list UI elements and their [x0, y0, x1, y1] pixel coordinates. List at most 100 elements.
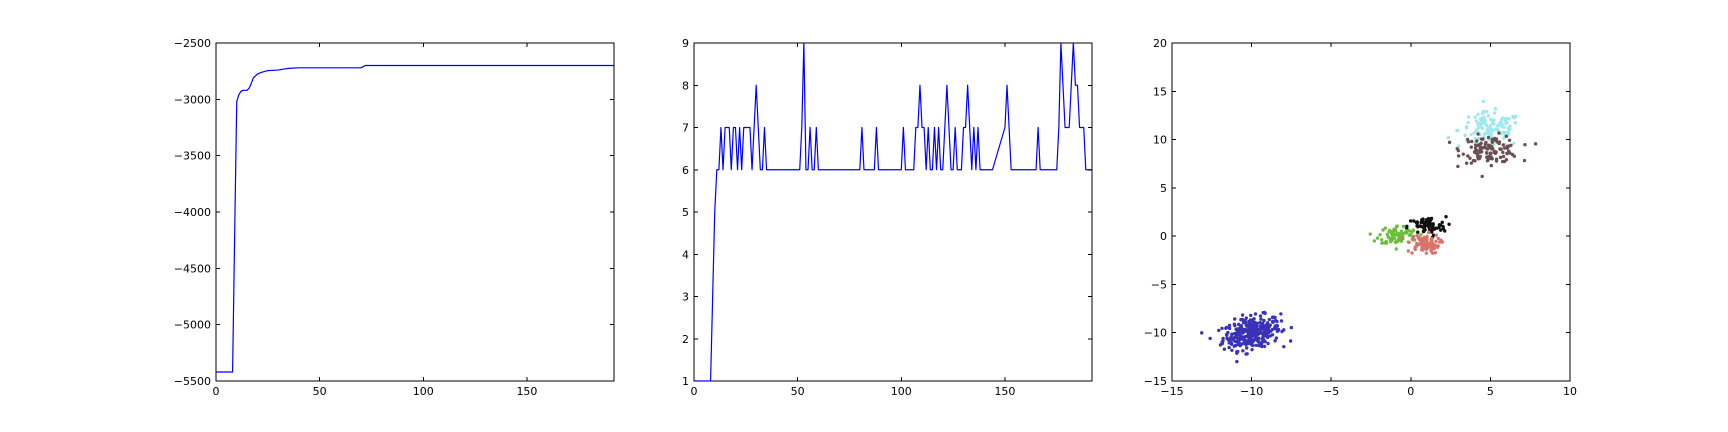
- scatter-point: [1419, 241, 1423, 245]
- scatter-point: [1253, 320, 1257, 325]
- scatter-point: [1432, 246, 1436, 251]
- scatter-point: [1475, 139, 1479, 143]
- scatter-point: [1486, 131, 1490, 135]
- scatter-point: [1439, 228, 1443, 232]
- y-tick-label: 3: [682, 291, 689, 304]
- x-tick-label: 100: [413, 385, 434, 398]
- scatter-point: [1419, 220, 1423, 225]
- scatter-point: [1263, 311, 1267, 315]
- scatter-point: [1476, 125, 1481, 130]
- scatter-point: [1489, 134, 1494, 139]
- scatter-point: [1217, 328, 1221, 333]
- x-tick-label: 0: [691, 385, 698, 398]
- scatter-point: [1270, 319, 1275, 324]
- scatter-point: [1447, 222, 1451, 227]
- plot-frame: [215, 42, 615, 382]
- scatter-point: [1412, 238, 1417, 242]
- scatter-point: [1466, 115, 1471, 119]
- scatter-point: [1486, 114, 1491, 118]
- x-tick-label: 5: [1487, 385, 1494, 398]
- scatter-point: [1456, 154, 1461, 158]
- scatter-point: [1492, 111, 1497, 115]
- scatter-point: [1507, 138, 1512, 142]
- scatter-point: [1441, 224, 1445, 229]
- scatter-point: [1481, 137, 1485, 141]
- y-tick-label: 5: [682, 206, 689, 219]
- scatter-point: [1499, 147, 1503, 151]
- scatter-point: [1220, 341, 1225, 346]
- scatter-point: [1222, 347, 1227, 351]
- scatter-point: [1493, 127, 1498, 131]
- scatter-point: [1487, 154, 1491, 159]
- scatter-point: [1250, 334, 1255, 338]
- scatter-point: [1249, 313, 1253, 318]
- scatter-point: [1523, 143, 1527, 147]
- scatter-point: [1503, 117, 1508, 121]
- scatter-point: [1252, 317, 1256, 321]
- y-tick-label: −5500: [174, 375, 211, 388]
- scatter-point: [1282, 344, 1286, 349]
- scatter-point: [1476, 121, 1481, 125]
- scatter-point: [1251, 340, 1255, 344]
- scatter-point: [1267, 317, 1272, 322]
- scatter-point: [1244, 316, 1249, 320]
- scatter-point: [1469, 132, 1474, 137]
- scatter-point: [1243, 339, 1247, 344]
- scatter-point: [1263, 339, 1267, 344]
- scatter-point: [1419, 233, 1423, 237]
- scatter-point: [1251, 329, 1256, 334]
- scatter-point: [1423, 238, 1428, 242]
- scatter-point: [1239, 324, 1244, 328]
- scatter-point: [1412, 219, 1416, 223]
- scatter-point: [1495, 124, 1500, 128]
- scatter-point: [1481, 99, 1486, 104]
- scatter-point: [1505, 144, 1510, 149]
- scatter-point: [1483, 118, 1487, 123]
- scatter-point: [1488, 124, 1492, 128]
- scatter-point: [1391, 233, 1395, 237]
- scatter-point: [1256, 329, 1260, 334]
- scatter-point: [1227, 323, 1232, 328]
- scatter-point: [1240, 317, 1245, 322]
- scatter-point: [1489, 132, 1493, 136]
- series-line: [216, 64, 614, 373]
- scatter-point: [1421, 248, 1425, 252]
- scatter-point: [1463, 133, 1467, 137]
- scatter-point: [1424, 251, 1429, 255]
- scatter-point: [1221, 336, 1225, 341]
- scatter-point: [1243, 318, 1247, 323]
- scatter-point: [1405, 226, 1409, 230]
- scatter-point: [1288, 339, 1293, 343]
- scatter-point: [1395, 224, 1399, 228]
- scatter-point: [1255, 332, 1260, 337]
- y-tick-label: 2: [682, 333, 689, 346]
- y-tick-label: 20: [1153, 37, 1167, 50]
- y-tick-label: −2500: [174, 37, 211, 50]
- scatter-point: [1261, 335, 1265, 339]
- scatter-point: [1419, 224, 1423, 229]
- scatter-point: [1407, 240, 1411, 245]
- scatter-point: [1237, 342, 1241, 347]
- scatter-point: [1429, 218, 1433, 222]
- scatter-point: [1269, 329, 1273, 333]
- scatter-point: [1253, 333, 1257, 338]
- scatter-point: [1407, 233, 1412, 237]
- scatter-point: [1279, 312, 1283, 316]
- scatter-point: [1263, 332, 1267, 337]
- scatter-point: [1471, 158, 1476, 163]
- scatter-cluster: [1447, 131, 1538, 179]
- x-tick-label: −15: [1160, 385, 1183, 398]
- scatter-point: [1422, 235, 1426, 240]
- scatter-point: [1422, 229, 1426, 233]
- scatter-point: [1243, 334, 1248, 339]
- series-line: [694, 43, 1092, 381]
- scatter-point: [1485, 109, 1489, 114]
- scatter-point: [1476, 112, 1480, 117]
- scatter-point: [1508, 124, 1512, 128]
- scatter-point: [1486, 135, 1491, 140]
- y-tick-label: 5: [1160, 182, 1167, 195]
- scatter-point: [1240, 313, 1245, 317]
- scatter-point: [1483, 131, 1487, 136]
- scatter-point: [1429, 244, 1433, 248]
